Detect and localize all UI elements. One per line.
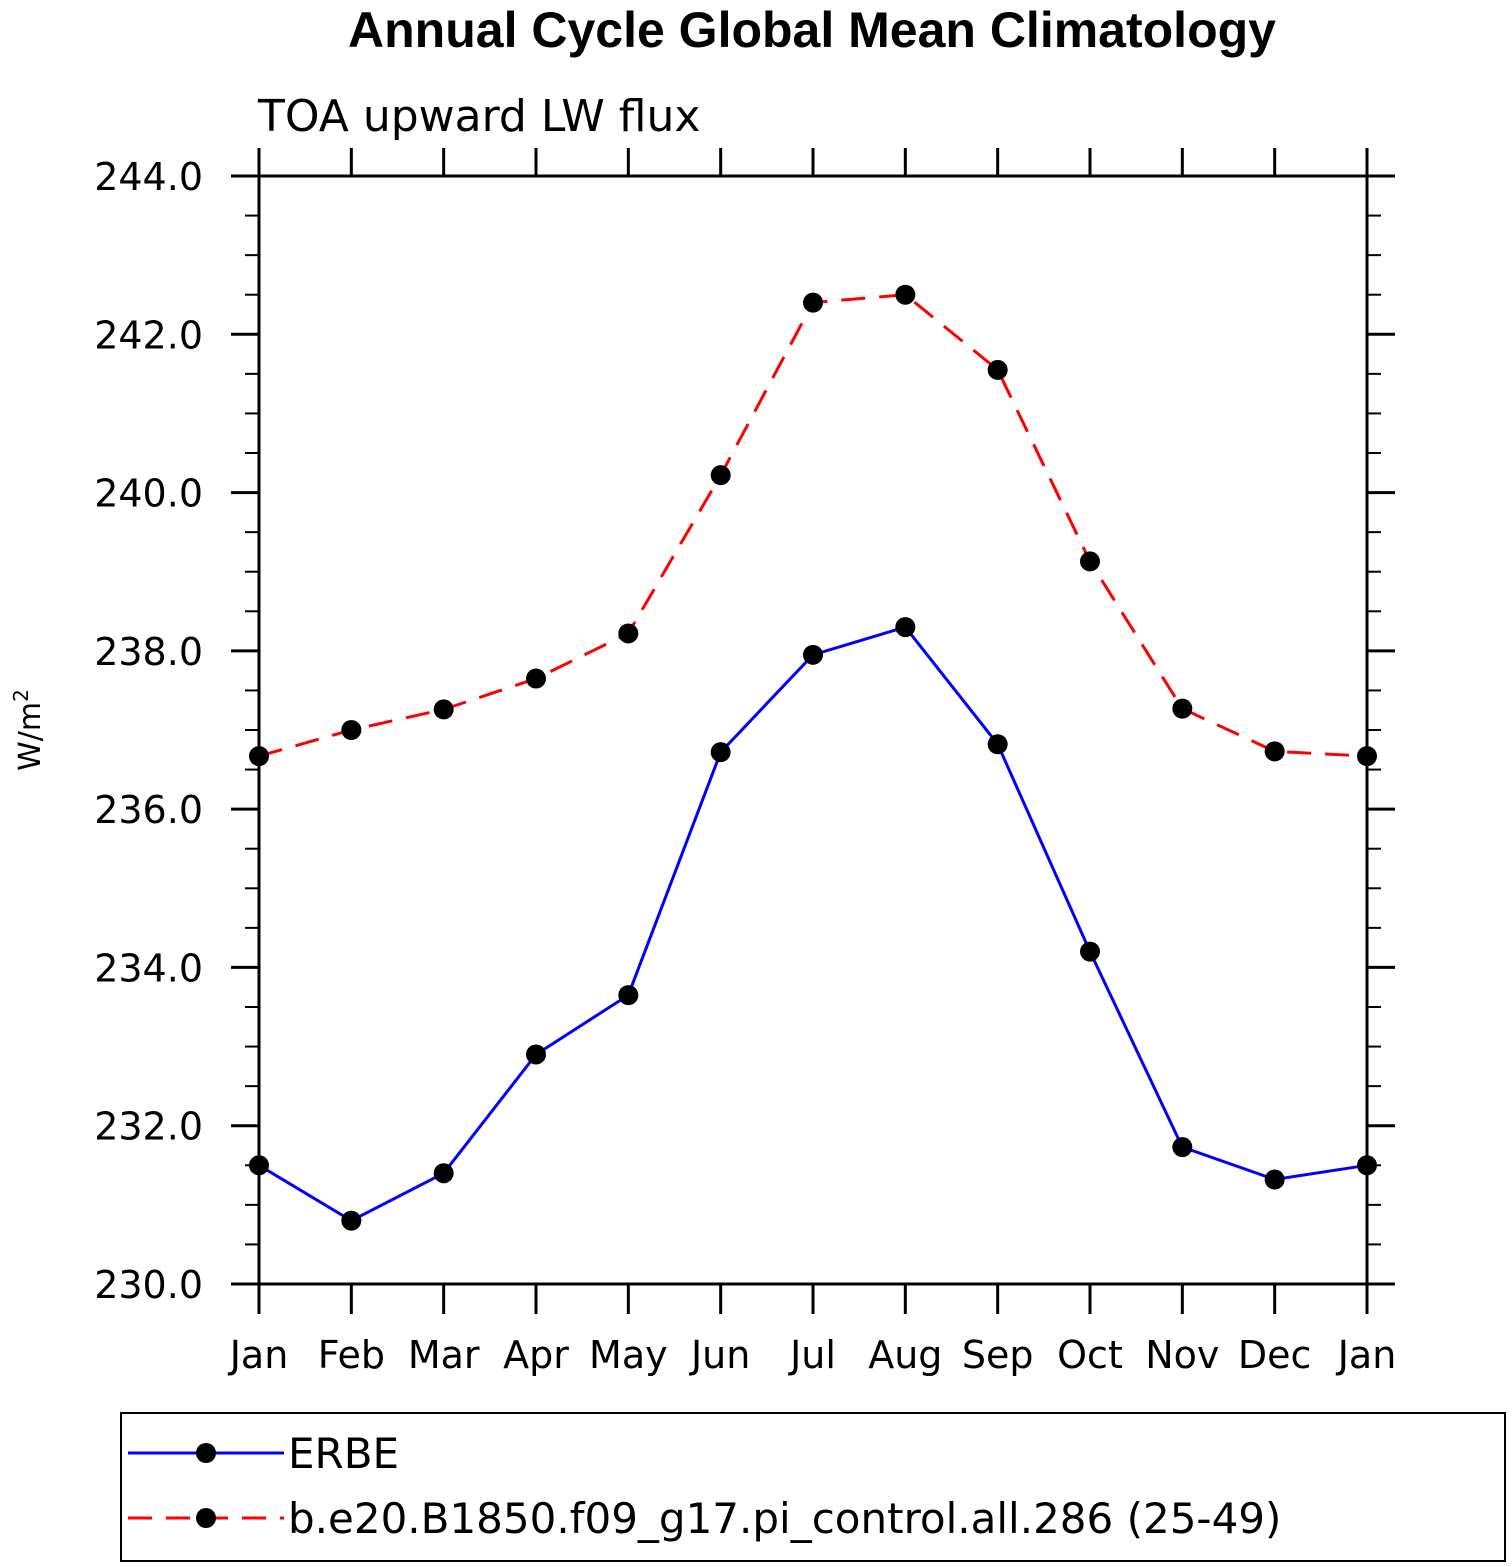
data-point [618,985,639,1006]
data-point [1172,1137,1193,1158]
y-tick-label: 232.0 [94,1105,203,1149]
series-line [258,293,1368,758]
y-tick-label: 242.0 [94,313,203,357]
data-point [987,359,1008,380]
data-point [526,1044,546,1065]
y-tick-label: 230.0 [94,1263,203,1307]
y-tick-label: 240.0 [94,472,203,516]
data-point [618,623,639,644]
data-point [1264,741,1285,762]
data-point [895,284,916,305]
data-point [1080,551,1100,572]
x-tick-label: Sep [962,1333,1034,1377]
x-tick-label: Jan [228,1333,289,1377]
data-point [710,465,731,486]
series-layer [249,284,1377,1231]
y-axis-label: W/m2 [9,689,48,771]
y-axis-tick-labels: 230.0 232.0 234.0 236.0 238.0 240.0 242.0 244.0 [94,155,203,1307]
x-tick-label: Jan [1336,1333,1397,1377]
y-tick-label: 244.0 [94,155,203,199]
data-point [710,742,731,763]
legend-marker [196,1443,216,1463]
y-tick-label: 238.0 [94,630,203,674]
x-tick-label: Nov [1145,1333,1219,1377]
legend-item-1: ERBE [128,1429,399,1478]
x-tick-label: Jul [788,1333,836,1377]
axis-ticks [231,148,1395,1314]
x-tick-label: Mar [408,1333,480,1377]
data-point [526,668,546,689]
x-tick-label: Dec [1238,1333,1312,1377]
legend-label: b.e20.B1850.f09_g17.pi_control.all.286 (… [288,1494,1281,1543]
series-2 [249,284,1377,767]
data-point [1080,941,1100,962]
series-1 [249,617,1377,1231]
data-point [987,734,1008,755]
data-point [341,720,362,740]
x-tick-label: Oct [1057,1333,1123,1377]
data-point [433,1163,454,1184]
y-axis-label-superscript: 2 [9,689,33,702]
y-tick-label: 234.0 [94,946,203,990]
legend: ERBE b.e20.B1850.f09_g17.pi_control.all.2… [120,1412,1506,1562]
x-tick-label: Apr [503,1333,569,1377]
legend-item-2: b.e20.B1850.f09_g17.pi_control.all.286 (… [128,1494,1281,1543]
y-axis-label-text: W/m [13,702,48,771]
data-point [341,1210,362,1231]
data-point [1264,1169,1285,1190]
plot-frame [257,174,1369,1286]
legend-label: ERBE [288,1429,399,1478]
data-point [803,292,823,313]
chart-subtitle: TOA upward LW flux [257,91,700,142]
x-tick-label: Aug [868,1333,942,1377]
data-point [895,617,916,638]
x-tick-label: May [589,1333,668,1377]
legend-box [120,1412,1506,1562]
chart-title: Annual Cycle Global Mean Climatology [348,2,1276,58]
x-tick-label: Jun [689,1333,750,1377]
data-point [803,644,823,665]
data-point [433,699,454,720]
legend-marker [196,1508,216,1528]
x-axis-tick-labels: Jan Feb Mar Apr May Jun Jul Aug Sep Oct Nov Dec Jan [228,1333,1397,1377]
y-tick-label: 236.0 [94,788,203,832]
x-tick-label: Feb [318,1333,385,1377]
data-point [1172,698,1193,719]
